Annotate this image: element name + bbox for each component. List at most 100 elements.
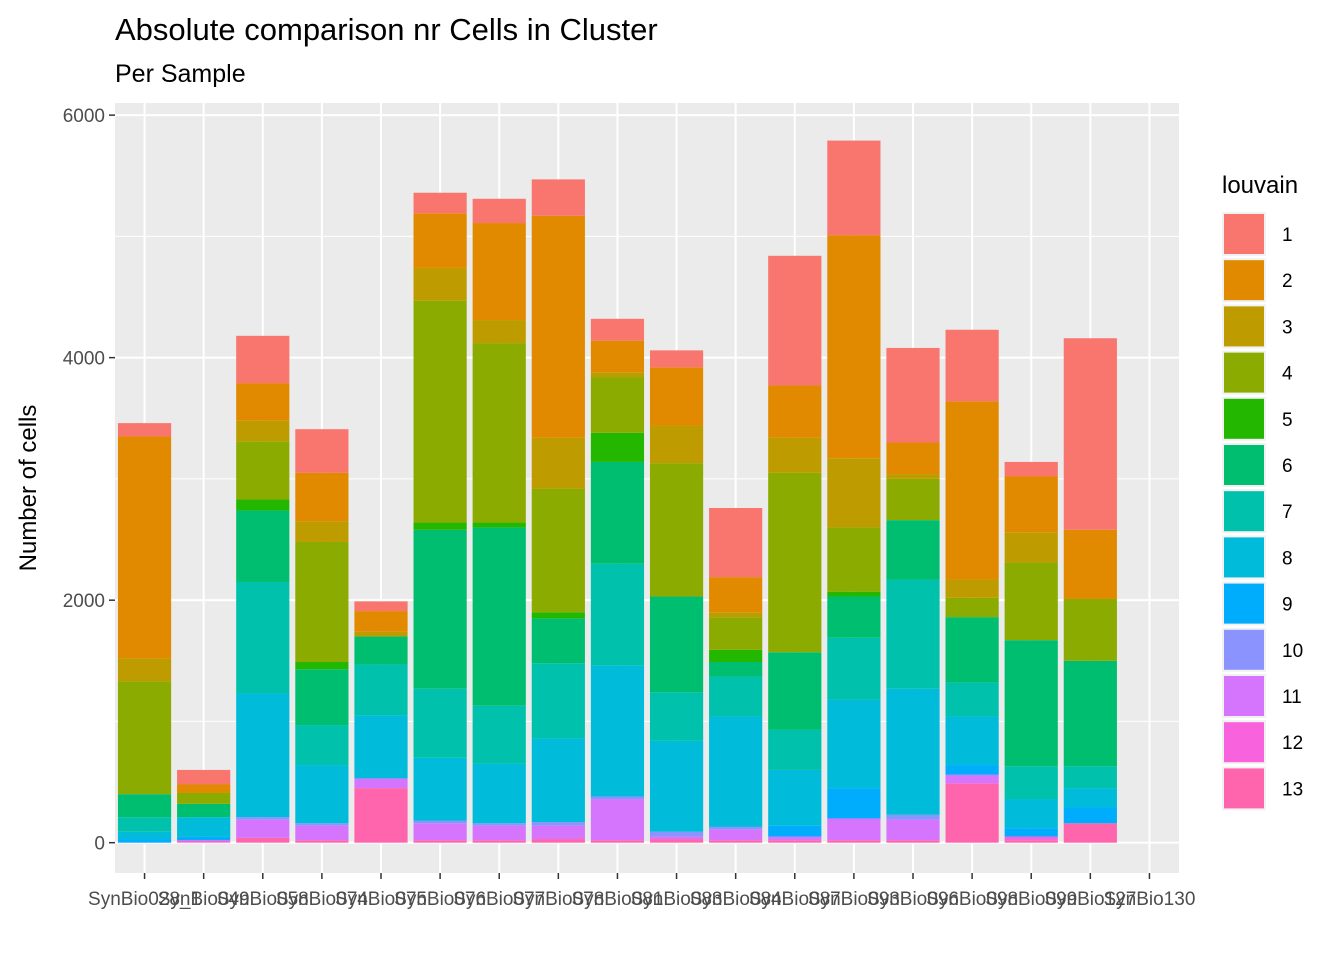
- bar-segment-2: [649, 367, 704, 426]
- bar-segment-3: [649, 425, 704, 464]
- bar-segment-3: [354, 631, 408, 637]
- bar-segment-8: [649, 740, 704, 832]
- bar-segment-8: [1004, 799, 1058, 829]
- bar-segment-1: [236, 335, 290, 384]
- bar-segment-7: [413, 688, 467, 758]
- bar-segment-10: [413, 820, 467, 824]
- bar-segment-6: [1063, 660, 1117, 767]
- y-tick-label: 6000: [63, 106, 105, 127]
- bar-segment-4: [177, 792, 231, 804]
- bar-segment-2: [236, 383, 290, 421]
- legend-label: 11: [1282, 687, 1302, 708]
- bar-segment-7: [531, 663, 585, 739]
- bar-segment-12: [1004, 836, 1058, 841]
- bars-group: [117, 140, 1117, 843]
- bar-segment-4: [295, 541, 349, 663]
- x-tick-label: SynBio098: [926, 889, 1018, 910]
- bar-segment-13: [236, 837, 290, 843]
- bar-segment-6: [886, 520, 940, 580]
- x-tick-label: SynBio058: [217, 889, 309, 910]
- bar-segment-4: [531, 488, 585, 613]
- bar-segment-8: [709, 716, 763, 827]
- bar-segment-4: [1004, 562, 1058, 641]
- bar-segment-8: [1063, 788, 1117, 808]
- bar-segment-13: [709, 840, 763, 843]
- bar-segment-3: [590, 372, 645, 378]
- bar-segment-13: [413, 840, 467, 843]
- bar-segment-1: [649, 350, 704, 368]
- legend-key-13: [1224, 768, 1264, 809]
- x-tick-label: SynBio084: [690, 889, 782, 910]
- bar-segment-6: [177, 803, 231, 818]
- bar-segment-10: [295, 823, 349, 826]
- bar-segment-13: [649, 839, 704, 843]
- legend-label: 9: [1282, 595, 1293, 616]
- bar-segment-2: [827, 235, 881, 459]
- bar-segment-3: [827, 458, 881, 528]
- bar-segment-9: [1063, 807, 1117, 824]
- bar-segment-1: [827, 140, 881, 236]
- legend-key-2: [1224, 260, 1264, 301]
- bar-segment-5: [413, 522, 467, 530]
- bar-segment-6: [117, 794, 172, 818]
- bar-segment-6: [295, 669, 349, 726]
- bar-segment-5: [295, 662, 349, 670]
- chart-title: Absolute comparison nr Cells in Cluster: [115, 12, 658, 47]
- bar-segment-10: [236, 817, 290, 820]
- bar-segment-2: [768, 385, 822, 438]
- bar-segment-1: [295, 429, 349, 473]
- plot-panel: [115, 103, 1179, 873]
- bar-segment-5: [709, 649, 763, 663]
- y-axis-title: Number of cells: [15, 405, 42, 572]
- bar-segment-11: [295, 825, 349, 841]
- bar-segment-1: [945, 329, 999, 402]
- bar-segment-3: [945, 579, 999, 598]
- x-tick-label: SynBio078: [512, 889, 604, 910]
- bar-segment-13: [1063, 823, 1117, 843]
- bar-segment-4: [590, 377, 645, 433]
- bar-segment-1: [117, 423, 172, 437]
- bar-segment-9: [117, 839, 172, 843]
- legend-key-7: [1224, 491, 1264, 532]
- bar-segment-4: [827, 527, 881, 592]
- legend-label: 3: [1282, 317, 1293, 338]
- bar-segment-6: [945, 617, 999, 683]
- bar-segment-13: [472, 840, 526, 843]
- bar-segment-2: [590, 340, 645, 373]
- legend-key-10: [1224, 629, 1264, 670]
- bar-segment-11: [649, 836, 704, 840]
- bar-segment-11: [354, 778, 408, 789]
- bar-segment-4: [945, 597, 999, 618]
- bar-segment-11: [590, 799, 645, 841]
- bar-segment-1: [413, 192, 467, 214]
- bar-segment-7: [236, 581, 290, 694]
- bar-segment-3: [531, 437, 585, 489]
- bar-segment-1: [1063, 338, 1117, 530]
- x-tick-label: SynBio081: [571, 889, 663, 910]
- bar-segment-7: [472, 705, 526, 764]
- bar-segment-1: [1004, 461, 1058, 477]
- bar-segment-13: [768, 840, 822, 843]
- bar-segment-9: [1004, 828, 1058, 837]
- legend-key-8: [1224, 537, 1264, 578]
- bar-segment-10: [531, 822, 585, 826]
- bar-segment-7: [295, 725, 349, 766]
- bar-segment-3: [886, 474, 940, 479]
- bar-segment-8: [827, 699, 881, 789]
- bar-segment-11: [827, 818, 881, 841]
- bar-segment-6: [709, 662, 763, 677]
- bar-segment-2: [295, 472, 349, 522]
- legend-label: 6: [1282, 456, 1293, 477]
- x-tick-label: SynBio077: [453, 889, 545, 910]
- x-tick-label: SynBio130: [1103, 889, 1195, 910]
- bar-segment-13: [945, 783, 999, 843]
- legend-key-11: [1224, 676, 1264, 716]
- x-tick-label: SynBio099: [985, 889, 1077, 910]
- bar-segment-4: [709, 617, 763, 650]
- bar-segment-8: [945, 716, 999, 766]
- x-tick-label: SynBio076: [394, 889, 486, 910]
- bar-segment-10: [590, 796, 645, 800]
- legend-title: louvain: [1222, 172, 1298, 199]
- bar-segment-11: [768, 836, 822, 841]
- bar-segment-4: [1063, 598, 1117, 661]
